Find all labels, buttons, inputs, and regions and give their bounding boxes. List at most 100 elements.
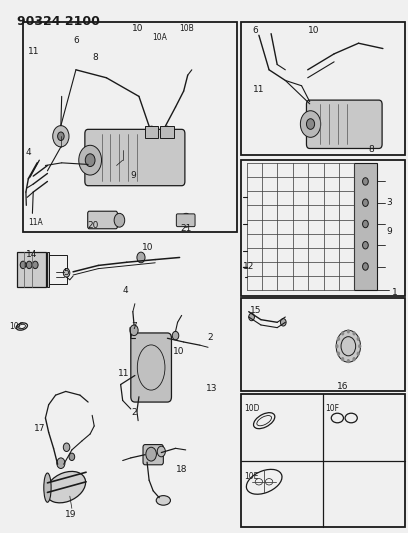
Circle shape xyxy=(357,337,360,341)
Circle shape xyxy=(358,344,361,349)
Text: 10A: 10A xyxy=(152,34,167,43)
Circle shape xyxy=(63,443,70,451)
Circle shape xyxy=(114,213,125,227)
Circle shape xyxy=(53,126,69,147)
FancyBboxPatch shape xyxy=(306,100,382,149)
Circle shape xyxy=(148,126,155,136)
Circle shape xyxy=(63,269,70,277)
Ellipse shape xyxy=(46,471,86,503)
Text: 14: 14 xyxy=(26,250,37,259)
Ellipse shape xyxy=(44,473,51,502)
Text: 10F: 10F xyxy=(325,405,339,414)
Circle shape xyxy=(337,337,340,341)
Circle shape xyxy=(58,132,64,141)
Circle shape xyxy=(300,111,321,138)
FancyBboxPatch shape xyxy=(17,252,46,287)
FancyBboxPatch shape xyxy=(143,445,163,465)
Circle shape xyxy=(249,313,255,321)
Text: 10E: 10E xyxy=(244,472,258,481)
Text: 1: 1 xyxy=(392,287,398,296)
Circle shape xyxy=(337,352,340,356)
Circle shape xyxy=(341,357,344,361)
Bar xyxy=(241,298,405,391)
Circle shape xyxy=(130,325,138,336)
Text: 19: 19 xyxy=(65,510,76,519)
Text: 11: 11 xyxy=(253,85,264,94)
Circle shape xyxy=(181,213,191,227)
Circle shape xyxy=(146,447,156,461)
Circle shape xyxy=(79,146,102,175)
Text: 11: 11 xyxy=(118,369,129,378)
Text: 2: 2 xyxy=(207,333,213,342)
Text: 7: 7 xyxy=(132,322,137,331)
Bar xyxy=(145,126,158,138)
Circle shape xyxy=(26,261,32,269)
Text: 13: 13 xyxy=(206,384,217,393)
Text: 10C: 10C xyxy=(10,322,24,331)
Circle shape xyxy=(163,126,171,136)
Bar xyxy=(241,394,405,527)
FancyBboxPatch shape xyxy=(85,130,185,185)
Circle shape xyxy=(32,261,38,269)
Circle shape xyxy=(85,154,95,166)
Bar xyxy=(23,22,237,232)
Circle shape xyxy=(157,446,165,457)
Text: 10: 10 xyxy=(142,244,153,253)
Text: 90324 2100: 90324 2100 xyxy=(17,15,100,28)
Circle shape xyxy=(280,319,286,326)
Text: 21: 21 xyxy=(180,224,192,233)
Text: 9: 9 xyxy=(386,228,392,237)
Text: 10D: 10D xyxy=(244,405,259,414)
Text: 8: 8 xyxy=(369,145,375,154)
Circle shape xyxy=(363,199,368,206)
Circle shape xyxy=(347,329,350,334)
Text: 6: 6 xyxy=(252,27,258,36)
Circle shape xyxy=(347,359,350,364)
Bar xyxy=(160,126,173,138)
Text: 12: 12 xyxy=(243,262,254,271)
Text: 5: 5 xyxy=(63,269,69,277)
Text: 18: 18 xyxy=(176,465,188,474)
Text: 4: 4 xyxy=(123,286,128,295)
Text: 10: 10 xyxy=(132,24,144,33)
Text: 20: 20 xyxy=(87,221,99,230)
Text: 16: 16 xyxy=(337,382,348,391)
FancyBboxPatch shape xyxy=(88,211,118,229)
FancyBboxPatch shape xyxy=(355,163,377,290)
Circle shape xyxy=(335,344,339,349)
Circle shape xyxy=(336,330,361,362)
Circle shape xyxy=(353,357,356,361)
Text: 10: 10 xyxy=(173,347,184,356)
Text: 10: 10 xyxy=(308,27,319,36)
Circle shape xyxy=(306,119,315,130)
Circle shape xyxy=(20,261,26,269)
Circle shape xyxy=(57,458,65,469)
Text: 2: 2 xyxy=(132,408,137,417)
Text: 11A: 11A xyxy=(28,218,43,227)
Circle shape xyxy=(363,263,368,270)
Text: 8: 8 xyxy=(92,53,98,62)
Ellipse shape xyxy=(156,496,171,505)
FancyBboxPatch shape xyxy=(47,252,49,287)
Text: 17: 17 xyxy=(34,424,46,433)
Text: 3: 3 xyxy=(386,198,392,207)
Circle shape xyxy=(363,177,368,185)
Text: 10B: 10B xyxy=(180,24,194,33)
Circle shape xyxy=(172,332,179,340)
Circle shape xyxy=(353,331,356,335)
Circle shape xyxy=(341,331,344,335)
Text: 6: 6 xyxy=(73,36,79,45)
Circle shape xyxy=(363,241,368,249)
Text: 4: 4 xyxy=(26,148,31,157)
Text: 15: 15 xyxy=(250,305,261,314)
Text: 11: 11 xyxy=(28,47,40,55)
Bar xyxy=(241,22,405,155)
Circle shape xyxy=(363,220,368,228)
Circle shape xyxy=(69,453,75,461)
Circle shape xyxy=(137,252,145,263)
FancyBboxPatch shape xyxy=(176,214,195,227)
Text: 9: 9 xyxy=(130,171,136,180)
Circle shape xyxy=(357,352,360,356)
Bar xyxy=(241,160,405,296)
FancyBboxPatch shape xyxy=(131,333,171,402)
